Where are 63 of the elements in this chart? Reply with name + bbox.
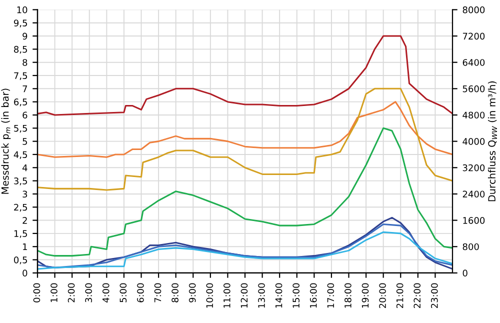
x-tick-label: 15:00 [292,283,300,308]
x-tick-label: 21:00 [396,283,404,308]
y-tick-label: 8,5 [14,46,27,54]
y2-tick-label: 2400 [462,190,485,198]
y-tick-label: 3,5 [14,178,27,186]
y2-tick-label: 4800 [462,112,485,119]
x-tick-label: 22:00 [414,283,421,308]
y2-tick-label: 1600 [463,217,485,224]
y2-axis-title: Durchfluss Q$_{WW}$ (in m³/h) [488,81,497,202]
x-tick-label: 6:00 [137,283,144,302]
y2-tick-label: 8000 [462,6,485,14]
y-tick-label: 6 [22,112,28,119]
x-tick-label: 4:00 [102,283,110,302]
y-tick-label: 8 [22,59,28,66]
y-tick-label: 0 [22,270,28,276]
x-tick-label: 0:00 [33,283,40,302]
y-tick-label: 5,5 [14,125,27,133]
y-tick-label: 9,5 [14,20,27,28]
y2-tick-label: 3200 [462,164,485,172]
x-tick-label: 13:00 [258,283,265,308]
x-tick-label: 23:00 [431,283,438,308]
y2-tick-label: 4000 [462,138,485,145]
x-tick-label: 17:00 [327,283,334,308]
x-tick-label: 7:00 [154,283,162,302]
y2-tick-label: 7200 [462,32,485,40]
y-tick-label: 7 [22,86,28,92]
x-tick-label: 18:00 [344,283,352,308]
x-tick-label: 10:00 [206,283,214,308]
y2-tick-label: 5600 [462,85,485,92]
x-tick-label: 20:00 [379,283,386,308]
y-tick-label: 9 [22,32,28,40]
y-axis-title: Messdruck p$_{m}$ (in bar) [1,88,11,194]
y-tick-label: 3 [22,190,28,198]
y-tick-label: 4,5 [14,151,27,159]
y-tick-label: 2 [22,217,27,224]
x-tick-label: 5:00 [120,283,127,302]
y-tick-label: 7,5 [14,72,27,80]
x-tick-label: 2:00 [68,283,75,302]
line-series [38,127,452,257]
y-tick-label: 0,5 [14,256,27,264]
x-tick-label: 12:00 [240,283,248,308]
x-tick-label: 3:00 [85,283,92,302]
y-tick-label: 1,5 [14,230,27,238]
y-tick-label: 4 [22,164,28,172]
x-tick-label: 8:00 [172,283,178,302]
x-tick-label: 11:00 [224,283,230,308]
x-tick-label: 16:00 [310,283,317,308]
y2-tick-label: 800 [462,243,479,250]
y2-tick-label: 0 [462,270,468,276]
y-tick-label: 2,5 [14,204,27,212]
line-series [38,101,452,158]
y2-tick-label: 6400 [462,59,485,66]
x-tick-label: 19:00 [362,283,369,308]
line-series [38,35,452,116]
y-tick-label: 5 [22,138,27,145]
y-tick-label: 1 [23,243,27,250]
y-tick-label: 10 [17,6,28,14]
y-tick-label: 6,5 [14,98,27,106]
x-tick-label: 9:00 [188,283,196,302]
line-series [38,231,452,270]
line-series [38,88,452,191]
x-tick-label: 14:00 [275,283,282,308]
x-tick-label: 1:00 [50,283,58,302]
